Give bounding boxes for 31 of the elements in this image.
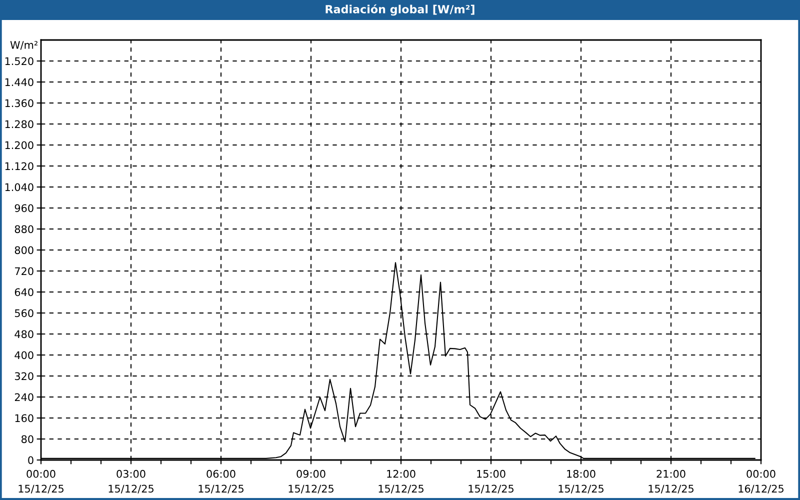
x-tick-label: 12:00 15/12/25 (378, 470, 424, 494)
y-tick-label: 160 (15, 414, 34, 422)
y-tick-label: 0 (28, 456, 34, 464)
y-axis-title: W/m² (10, 41, 38, 50)
y-tick-label: 720 (15, 267, 34, 276)
x-tick-label: 18:00 15/12/25 (558, 470, 604, 494)
y-tick-label: 1.360 (5, 99, 34, 108)
x-tick-label: 21:00 15/12/25 (648, 470, 694, 494)
y-tick-label: 1.200 (5, 141, 34, 150)
y-tick-label: 80 (22, 435, 34, 444)
y-tick-label: 240 (14, 393, 34, 402)
x-tick-label: 15:00 15/12/25 (468, 470, 514, 494)
y-tick-label: 1.040 (5, 183, 34, 192)
y-tick-label: 800 (14, 246, 34, 254)
y-tick-label: 640 (14, 288, 34, 296)
y-tick-label: 560 (14, 309, 34, 318)
y-tick-label: 1.280 (5, 120, 34, 128)
x-tick-label: 06:00 15/12/25 (198, 470, 244, 494)
y-tick-label: 960 (14, 204, 34, 212)
y-tick-label: 480 (14, 330, 34, 338)
y-tick-label: 880 (14, 225, 34, 234)
x-tick-label: 03:00 15/12/25 (108, 470, 154, 494)
y-tick-label: 1.120 (5, 162, 34, 170)
y-tick-label: 1.440 (5, 78, 34, 86)
x-tick-label: 00:00 15/12/25 (18, 470, 64, 494)
chart-title: Radiación global [W/m²] (326, 4, 474, 16)
y-tick-label: 320 (14, 372, 34, 380)
x-tick-label: 09:00 15/12/25 (288, 470, 334, 494)
y-tick-label: 400 (14, 351, 34, 360)
y-tick-label: 1.520 (5, 57, 34, 66)
x-tick-label: 00:00 16/12/25 (738, 470, 784, 494)
